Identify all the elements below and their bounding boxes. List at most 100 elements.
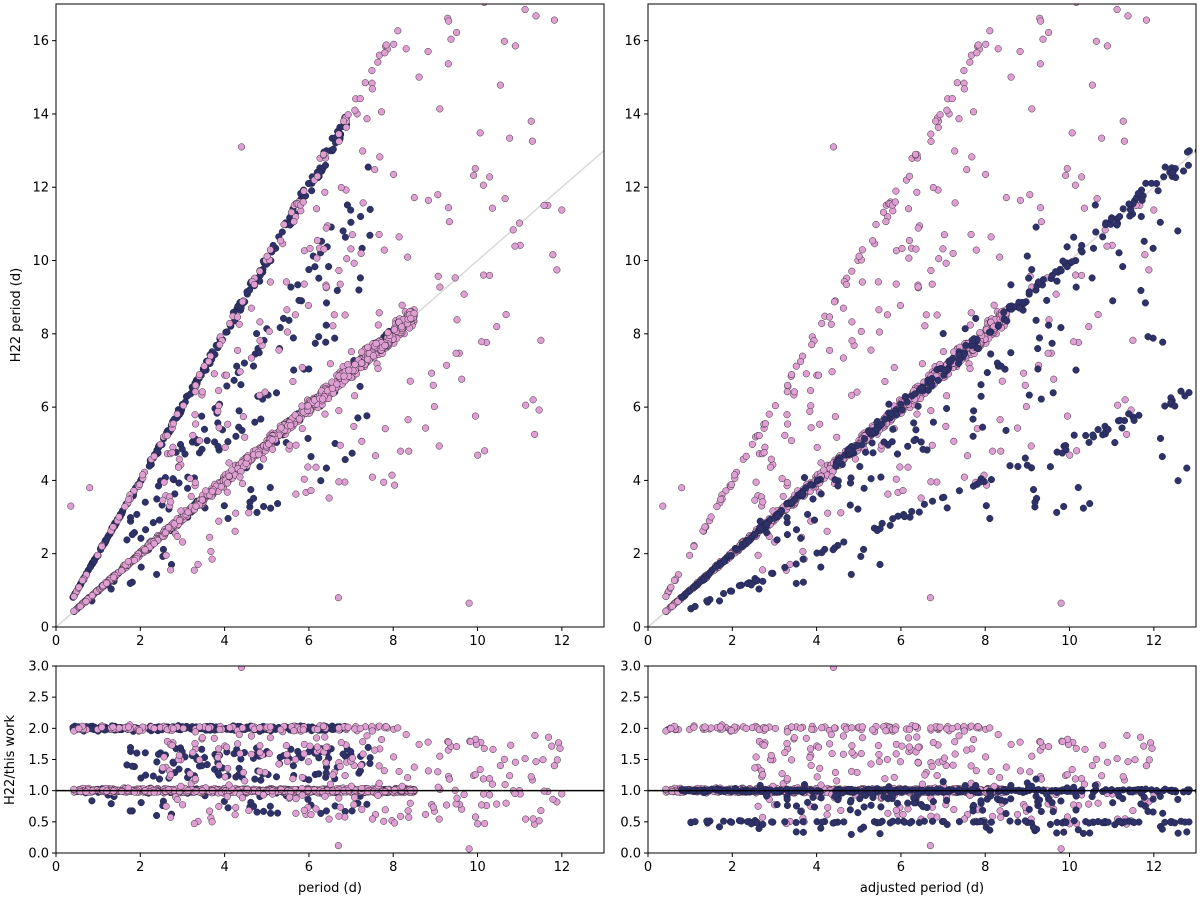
dark-point — [910, 437, 918, 445]
dark-point — [1116, 416, 1124, 424]
dark-point — [947, 358, 955, 366]
pink-point — [731, 471, 739, 479]
pink-point — [480, 271, 488, 279]
y-tick-label: 2 — [633, 547, 641, 562]
dark-point — [720, 589, 728, 598]
pink-point — [139, 471, 147, 479]
pink-point — [424, 47, 432, 56]
dark-point — [289, 762, 297, 770]
dark-point — [1156, 218, 1164, 226]
pink-point — [350, 422, 358, 430]
pink-point — [839, 354, 847, 362]
pink-point — [515, 219, 524, 227]
pink-point — [1020, 369, 1028, 377]
dark-point — [727, 552, 735, 560]
pink-point — [124, 557, 132, 566]
dark-point — [1062, 446, 1070, 454]
pink-point — [701, 523, 709, 531]
dark-point — [691, 602, 699, 610]
dark-point — [1025, 274, 1033, 282]
pink-point — [336, 441, 344, 449]
pink-point — [256, 391, 264, 399]
pink-point — [275, 346, 283, 354]
pink-point — [307, 487, 315, 495]
dark-point — [255, 349, 263, 357]
dark-point — [257, 415, 265, 423]
dark-point — [759, 577, 767, 585]
pink-point — [356, 95, 364, 103]
pink-point — [872, 220, 880, 229]
dark-point — [181, 450, 189, 458]
pink-point — [1052, 290, 1060, 298]
dark-point — [904, 442, 912, 450]
pink-point — [479, 181, 487, 189]
dark-point — [901, 393, 909, 401]
pink-point — [960, 67, 968, 75]
dark-point — [347, 218, 355, 226]
pink-point — [759, 498, 767, 506]
x-tick-label: 0 — [644, 634, 652, 649]
pink-point — [927, 407, 935, 415]
pink-point — [410, 309, 418, 317]
pink-point — [823, 527, 831, 535]
pink-point — [1062, 171, 1070, 179]
pink-point — [1037, 17, 1045, 25]
pink-point — [1022, 403, 1030, 411]
pink-point — [1078, 173, 1086, 181]
dark-point — [308, 187, 316, 195]
dark-point — [1023, 461, 1031, 469]
pink-point — [313, 172, 322, 180]
dark-point — [1138, 196, 1146, 204]
pink-point — [175, 455, 183, 463]
dark-point — [804, 510, 812, 518]
dark-point — [347, 748, 355, 756]
pink-point — [304, 463, 312, 471]
dark-point — [1079, 504, 1087, 512]
dark-point — [847, 570, 855, 578]
x-tick-label: 12 — [1146, 634, 1163, 649]
pink-point — [904, 205, 913, 213]
dark-point — [877, 473, 885, 481]
pink-point — [194, 560, 202, 568]
pink-point — [350, 259, 358, 267]
pink-point — [830, 298, 839, 306]
pink-point — [344, 111, 352, 119]
dark-point — [305, 266, 313, 274]
pink-point — [208, 487, 216, 495]
pink-point — [890, 363, 898, 372]
pink-point — [263, 252, 271, 260]
dark-point — [159, 545, 167, 553]
pink-point — [125, 495, 133, 504]
dark-point — [253, 330, 261, 338]
dark-point — [756, 524, 764, 532]
dark-point — [768, 569, 776, 577]
x-tick-label: 12 — [554, 634, 571, 649]
pink-point — [948, 95, 956, 103]
pink-point — [913, 188, 921, 196]
dark-point — [1107, 215, 1115, 224]
dark-point — [333, 286, 341, 295]
dark-point — [315, 333, 323, 341]
pink-point — [839, 304, 847, 312]
dark-point — [1185, 389, 1193, 397]
pink-point — [1072, 271, 1080, 279]
pink-point — [540, 201, 548, 209]
pink-point — [842, 280, 850, 289]
pink-point — [668, 602, 676, 610]
dark-point — [126, 579, 134, 587]
dark-point — [1021, 454, 1029, 462]
dark-point — [1002, 426, 1010, 434]
pink-point — [527, 117, 535, 125]
pink-point — [236, 368, 244, 376]
dark-point — [321, 161, 330, 169]
pink-point — [313, 236, 321, 245]
dark-point — [240, 359, 248, 367]
dark-point — [917, 438, 925, 446]
y-tick-label: 8 — [41, 327, 49, 342]
pink-point — [1120, 137, 1128, 145]
dark-point — [797, 534, 805, 542]
dark-point — [972, 314, 980, 322]
dark-point — [1046, 463, 1054, 471]
pink-point — [1093, 195, 1101, 203]
pink-point — [398, 323, 406, 331]
